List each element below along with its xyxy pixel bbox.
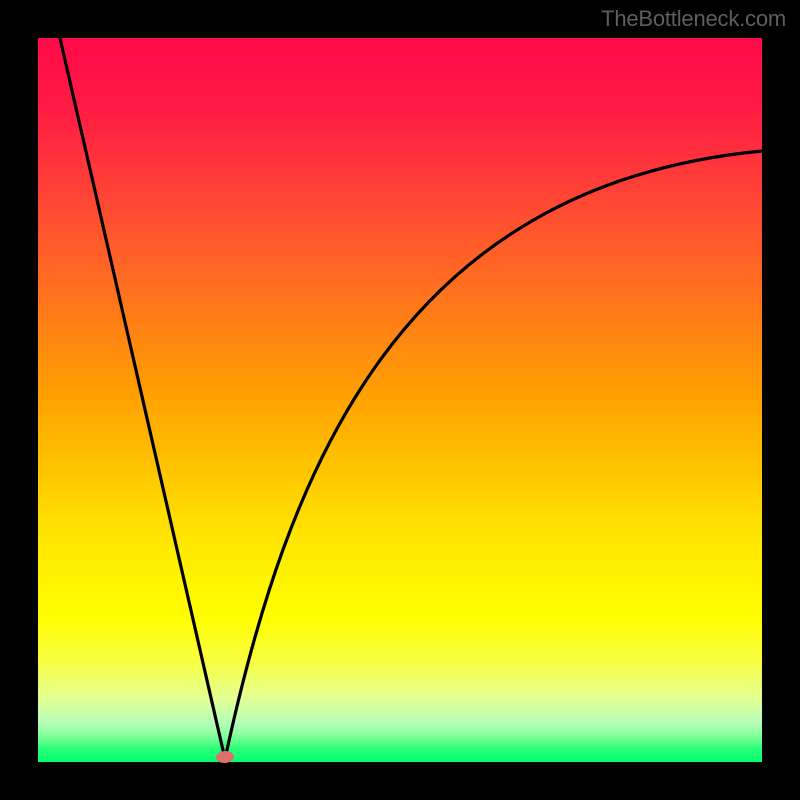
heat-gradient — [38, 38, 762, 762]
bottleneck-curve-chart — [0, 0, 800, 800]
watermark-text: TheBottleneck.com — [601, 6, 786, 32]
chart-container: TheBottleneck.com — [0, 0, 800, 800]
